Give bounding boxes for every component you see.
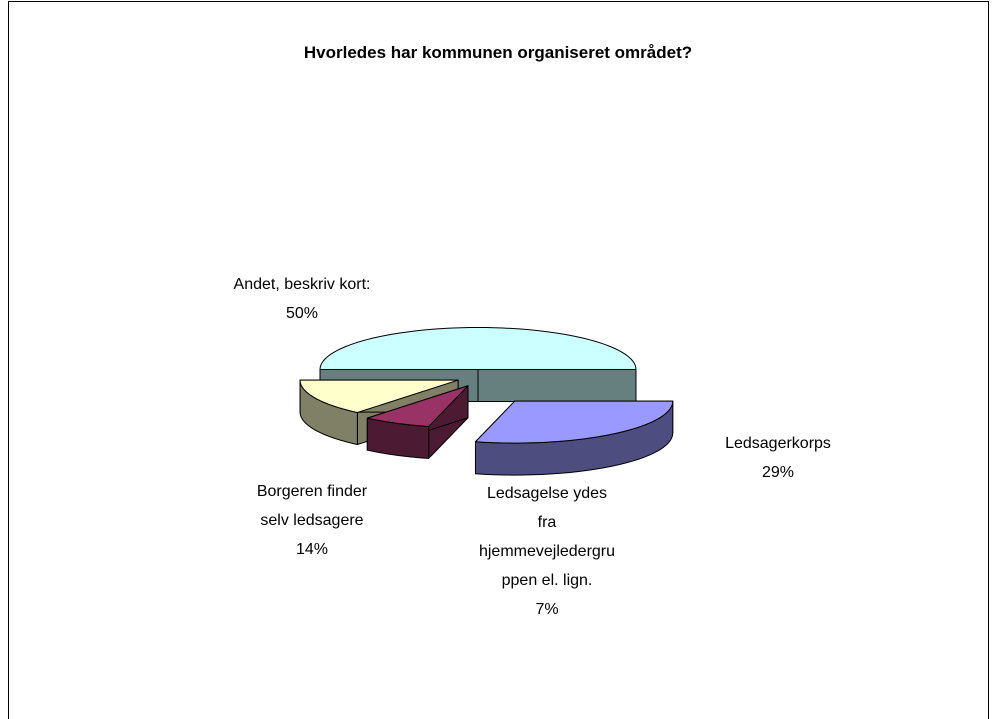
slice-category: Borgeren finder selv ledsagere [256, 483, 368, 529]
chart-title: Hvorledes har kommunen organiseret områd… [304, 43, 692, 62]
slice-label: Andet, beskriv kort: 50% [192, 270, 412, 328]
slice-value: 7% [535, 601, 559, 618]
slice-cut-wall [477, 369, 637, 402]
slice-label: Ledsagerkorps 29% [703, 429, 853, 487]
slice-label: Borgeren finder selv ledsagere 14% [242, 477, 382, 564]
slice-label: Ledsagelse ydes fra hjemmevejledergruppe… [476, 479, 618, 624]
pie-slice [474, 400, 674, 476]
slice-value: 50% [285, 305, 319, 322]
slice-value: 29% [761, 464, 795, 481]
slice-category: Ledsagelse ydes fra hjemmevejledergruppe… [478, 485, 616, 589]
pie-slice [319, 327, 637, 402]
slice-top [474, 400, 674, 444]
slice-category: Andet, beskriv kort: [233, 276, 371, 293]
slice-top [319, 327, 637, 370]
slice-top [366, 385, 469, 427]
slice-value: 14% [295, 541, 329, 558]
slice-category: Ledsagerkorps [725, 435, 831, 452]
pie-slice [366, 385, 469, 459]
slice-top [299, 379, 459, 414]
